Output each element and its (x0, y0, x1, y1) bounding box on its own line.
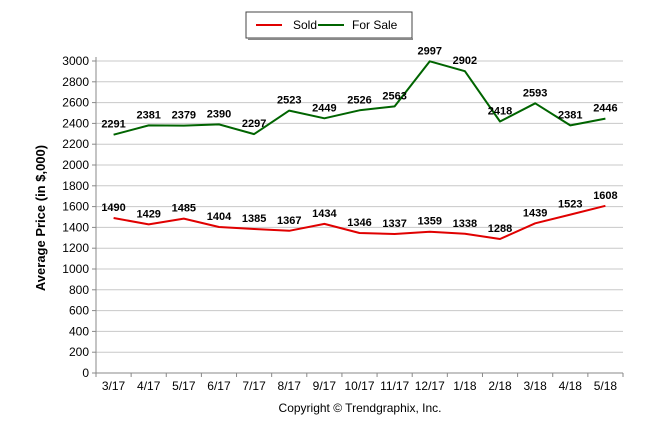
x-tick-label: 1/18 (453, 379, 477, 393)
data-label-for-sale: 2446 (593, 103, 617, 115)
series-line-sold (113, 204, 606, 240)
x-tick-label: 10/17 (344, 379, 374, 393)
data-label-for-sale: 2418 (488, 106, 512, 118)
y-tick-label: 800 (69, 283, 89, 297)
legend: Sold For Sale (245, 11, 413, 40)
y-tick-labels: 0 200 400 600 800 1000 1200 1400 1600 1800 2000 220… (62, 54, 89, 380)
y-tick-label: 1200 (62, 241, 89, 255)
data-label-sold: 1608 (593, 190, 617, 202)
data-label-for-sale: 2449 (312, 102, 336, 114)
x-tick-labels: 3/17 4/17 5/17 6/17 7/17 8/17 9/17 10/17 11/17 12… (102, 379, 618, 393)
data-label-sold: 1523 (558, 199, 582, 211)
axes (92, 57, 624, 377)
y-tick-label: 2200 (62, 137, 89, 151)
copyright-text: Copyright © Trendgraphix, Inc. (279, 401, 442, 415)
data-label-for-sale: 2563 (382, 90, 406, 102)
y-tick-label: 2400 (62, 116, 89, 130)
data-label-for-sale: 2291 (101, 119, 125, 131)
y-tick-label: 2600 (62, 96, 89, 110)
x-tick-label: 11/17 (380, 379, 409, 393)
data-label-sold: 1288 (488, 223, 512, 235)
data-label-sold: 1485 (172, 203, 196, 215)
data-label-sold: 1367 (277, 215, 301, 227)
x-tick-label: 8/17 (278, 379, 302, 393)
x-tick-label: 6/17 (207, 379, 231, 393)
data-label-for-sale: 2593 (523, 87, 547, 99)
x-tick-label: 5/17 (172, 379, 196, 393)
x-tick-label: 4/17 (137, 379, 161, 393)
data-label-for-sale: 2297 (242, 118, 266, 130)
data-label-sold: 1359 (418, 216, 442, 228)
x-tick-label: 3/18 (523, 379, 547, 393)
y-tick-label: 2800 (62, 75, 89, 89)
x-tick-label: 3/17 (102, 379, 126, 393)
data-label-for-sale: 2381 (136, 109, 160, 121)
data-label-for-sale: 2381 (558, 109, 582, 121)
data-label-sold: 1490 (101, 202, 125, 214)
y-tick-label: 1400 (62, 220, 89, 234)
x-tick-label: 2/18 (488, 379, 512, 393)
x-tick-label: 5/18 (594, 379, 618, 393)
data-label-sold: 1404 (207, 211, 232, 223)
series-line-for-sale (113, 60, 606, 136)
y-tick-label: 1800 (62, 179, 89, 193)
data-label-for-sale: 2997 (418, 45, 442, 57)
data-label-sold: 1439 (523, 207, 547, 219)
y-tick-label: 600 (69, 304, 89, 318)
x-tick-label: 12/17 (415, 379, 445, 393)
legend-label-for-sale: For Sale (352, 18, 398, 32)
data-label-for-sale: 2523 (277, 95, 301, 107)
legend-label-sold: Sold (293, 18, 317, 32)
y-tick-label: 2000 (62, 158, 89, 172)
data-label-sold: 1337 (382, 218, 406, 230)
x-tick-label: 9/17 (313, 379, 337, 393)
x-tick-label: 7/17 (242, 379, 266, 393)
data-label-sold: 1434 (312, 208, 337, 220)
data-label-sold: 1429 (136, 208, 160, 220)
data-label-sold: 1346 (347, 217, 371, 229)
data-label-for-sale: 2526 (347, 94, 371, 106)
y-tick-label: 3000 (62, 54, 89, 68)
data-labels: 1490 1429 1485 1404 1385 1367 1434 1346 1337 1359… (101, 45, 617, 235)
y-axis-label: Average Price (in $,000) (33, 145, 48, 291)
data-label-sold: 1338 (453, 218, 477, 230)
y-tick-label: 0 (82, 366, 89, 380)
y-tick-label: 200 (69, 345, 89, 359)
y-tick-label: 1600 (62, 200, 89, 214)
x-tick-label: 4/18 (559, 379, 583, 393)
data-label-for-sale: 2902 (453, 55, 477, 67)
data-label-for-sale: 2379 (172, 110, 196, 122)
y-tick-label: 1000 (62, 262, 89, 276)
series-lines (113, 60, 606, 240)
data-label-for-sale: 2390 (207, 108, 231, 120)
y-tick-label: 400 (69, 324, 89, 338)
data-label-sold: 1385 (242, 213, 266, 225)
